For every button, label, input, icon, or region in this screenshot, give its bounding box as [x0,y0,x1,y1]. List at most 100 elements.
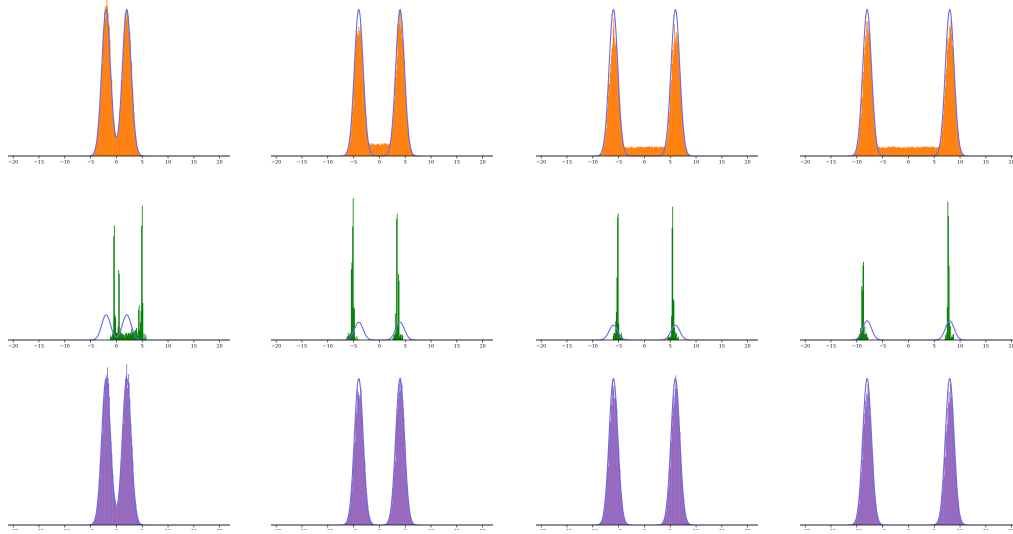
hist-bar [106,378,108,525]
hist-bar [104,397,105,525]
hist-bar [378,144,380,156]
hist-bar [936,523,938,525]
hist-bar [606,116,608,156]
hist-bar [101,65,103,156]
hist-bar [686,150,688,156]
hist-bar [95,148,97,156]
hist-bar [927,147,929,156]
hist-bar [622,141,624,156]
hist-bar [382,143,384,156]
hist-bar [667,127,669,156]
hist-bar [944,456,946,525]
hist-bar [949,322,951,340]
hist-bar [131,446,133,525]
hist-bar [394,461,396,525]
hist-bar [350,134,352,156]
hist-bar [363,83,365,156]
hist-bar [894,147,895,156]
hist-bar [928,147,930,156]
hist-bar [130,332,131,340]
density-line [536,9,758,157]
hist-bar [853,523,855,525]
hist-bar [861,290,863,340]
hist-bar [391,132,393,156]
hist-bar [649,147,651,156]
hist-bar [867,21,869,156]
hist-bar [604,141,605,156]
hist-bar [120,461,122,525]
hist-bar [346,522,348,525]
hist-bar [119,483,121,525]
hist-bar [365,480,366,525]
hist-bar [650,147,652,156]
hist-bar [881,147,882,156]
hist-bar [395,77,397,156]
hist-bar [125,378,126,525]
hist-bar [669,466,671,525]
hist-bar [408,134,410,156]
hist-bar [104,6,106,157]
x-tick-label: 0 [907,160,910,166]
hist-bar [630,147,631,156]
hist-bar [912,146,913,156]
x-tick-label: 0 [378,344,381,350]
hist-bar [405,95,407,156]
hist-bar [642,147,644,156]
hist-bar [373,143,375,156]
hist-bar [901,147,903,156]
hist-bar [677,416,679,525]
hist-bar [137,148,139,156]
hist-bar [120,99,122,156]
hist-bar [112,333,113,340]
hist-bar [92,154,94,156]
hist-bar [884,147,886,156]
hist-bar [404,432,406,525]
hist-bar [404,442,406,525]
hist-bar [601,153,602,156]
hist-bar [97,136,99,156]
hist-bar [398,274,399,340]
x-tick-label: −5 [87,160,94,166]
hist-bar [126,12,128,157]
x-tick-label: 0 [115,160,118,166]
hist-bar [613,333,615,340]
histogram-bars [599,18,691,157]
hist-bar [631,146,633,156]
hist-bar [362,417,363,525]
hist-bar [134,494,136,525]
hist-bar [924,146,926,156]
hist-bar [686,519,688,525]
hist-bar [862,265,864,340]
hist-bar [652,147,654,156]
hist-bar [865,407,867,525]
x-tick-label: −20 [271,344,281,350]
hist-bar [961,520,962,525]
hist-bar [665,514,667,525]
hist-bar [602,150,604,156]
hist-bar [97,501,99,525]
hist-bar [948,37,950,156]
x-tick-label: −5 [87,344,94,350]
hist-bar [363,444,365,525]
hist-bar [633,147,635,156]
hist-bar [412,153,414,156]
hist-bar [409,140,410,156]
hist-bar [407,128,409,156]
hist-bar [607,108,609,156]
hist-bar [866,28,868,156]
hist-bar [904,146,905,156]
hist-bar [858,337,860,340]
hist-bar [679,71,680,156]
hist-bar [954,452,956,525]
hist-bar [135,330,136,340]
hist-bar [680,86,682,156]
hist-bar [624,519,626,525]
hist-bar [387,144,389,156]
hist-bar [619,106,621,156]
hist-bar [118,490,120,525]
hist-bar [684,141,686,156]
hist-bar [616,409,618,525]
hist-bar [943,479,944,525]
hist-bar [396,69,397,156]
hist-bar [350,504,352,525]
